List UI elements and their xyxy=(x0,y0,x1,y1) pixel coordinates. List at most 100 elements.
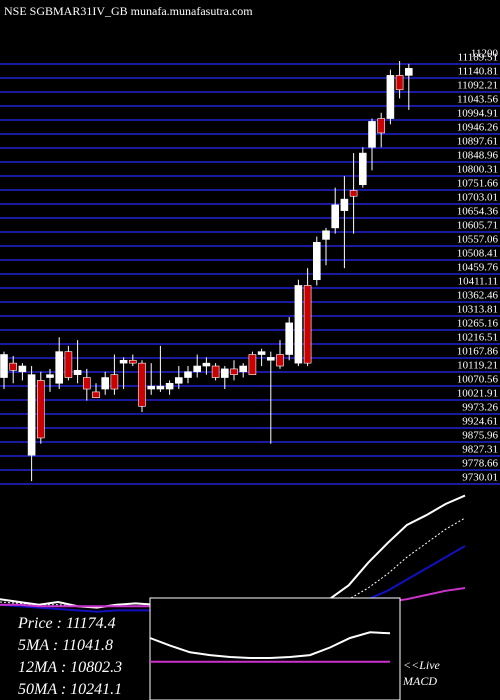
legend-label: 12MA xyxy=(18,659,57,676)
candle-body xyxy=(349,190,358,197)
y-tick-label: 10411.11 xyxy=(458,276,498,288)
legend-separator: : xyxy=(57,659,70,676)
candle-body xyxy=(184,371,192,378)
candle-body xyxy=(285,322,294,355)
indicator-line xyxy=(0,517,466,607)
candle-body xyxy=(395,75,404,91)
y-tick-label: 10557.06 xyxy=(457,234,499,246)
y-tick-label: 10654.36 xyxy=(457,206,499,218)
y-tick-label: 11200 xyxy=(471,48,499,60)
candle-body xyxy=(36,380,45,439)
legend-value: 10802.3 xyxy=(70,659,122,676)
legend-label: Price xyxy=(17,615,53,632)
candle-body xyxy=(9,362,17,371)
page-title: NSE SGBMAR31IV_GB munafa.munafasutra.com xyxy=(4,4,253,18)
y-tick-label: 10265.16 xyxy=(457,318,499,330)
legend-entry: 50MA : 10241.1 xyxy=(18,681,122,698)
y-tick-label: 10362.46 xyxy=(457,290,499,302)
candle-body xyxy=(340,198,349,211)
y-tick-label: 10216.51 xyxy=(457,332,498,344)
candle-body xyxy=(404,68,413,76)
candle-body xyxy=(358,152,367,186)
macd-label: MACD xyxy=(402,674,437,688)
candle-body xyxy=(73,370,82,375)
legend-entry: 12MA : 10802.3 xyxy=(18,659,122,676)
candle-body xyxy=(101,377,109,390)
y-tick-label: 10021.91 xyxy=(457,388,498,400)
y-tick-label: 11140.81 xyxy=(458,66,498,78)
candle-body xyxy=(46,374,54,378)
y-tick-label: 10897.61 xyxy=(457,136,498,148)
candle-body xyxy=(331,204,340,229)
candle-body xyxy=(129,359,137,364)
live-label: <<Live xyxy=(403,658,441,672)
y-tick-label: 10070.56 xyxy=(457,374,499,386)
y-tick-label: 10946.26 xyxy=(457,122,499,134)
candle-body xyxy=(368,121,376,148)
candle-body xyxy=(18,365,27,373)
y-tick-label: 11189.51 xyxy=(458,52,498,64)
candle-body xyxy=(119,359,128,364)
candle-body xyxy=(175,377,183,384)
y-tick-label: 9730.01 xyxy=(462,472,498,484)
legend-separator: : xyxy=(53,615,66,632)
candle-body xyxy=(257,351,266,355)
y-tick-label: 9875.96 xyxy=(462,430,498,442)
candle-body xyxy=(83,377,91,390)
candle-body xyxy=(138,362,146,407)
candle-body xyxy=(110,374,119,390)
y-tick-label: 10994.91 xyxy=(457,108,498,120)
candle-body xyxy=(386,75,395,119)
legend-entry: Price : 11174.4 xyxy=(17,615,116,632)
y-tick-label: 9778.66 xyxy=(462,458,498,470)
candle-body xyxy=(312,241,321,280)
legend-value: 10241.1 xyxy=(70,681,122,698)
macd-box xyxy=(149,597,401,700)
y-tick-label: 11043.56 xyxy=(457,94,498,106)
candle-body xyxy=(193,365,201,373)
candle-body xyxy=(55,351,64,384)
y-tick-label: 9924.61 xyxy=(462,416,498,428)
candle-body xyxy=(0,354,8,378)
candle-body xyxy=(239,365,247,373)
y-tick-label: 10848.96 xyxy=(457,150,499,162)
candle-body xyxy=(322,230,330,240)
legend-label: 5MA xyxy=(18,637,49,654)
candle-body xyxy=(156,385,165,390)
y-tick-label: 10313.81 xyxy=(457,304,498,316)
legend-separator: : xyxy=(57,681,70,698)
candle-body xyxy=(147,385,155,390)
y-tick-label: 10751.66 xyxy=(457,178,499,190)
legend-label: 50MA xyxy=(18,681,57,698)
legend-separator: : xyxy=(49,637,62,654)
y-tick-label: 10508.41 xyxy=(457,248,498,260)
candle-body xyxy=(64,351,73,378)
macd-line xyxy=(149,631,391,659)
legend-value: 11041.8 xyxy=(62,637,113,654)
y-tick-label: 10119.21 xyxy=(457,360,498,372)
indicator-line xyxy=(0,494,466,609)
y-tick-label: 10459.76 xyxy=(457,262,499,274)
candle-body xyxy=(202,362,211,367)
candle-body xyxy=(294,285,303,364)
candle-body xyxy=(27,374,36,456)
y-tick-label: 10605.71 xyxy=(457,220,498,232)
candle-body xyxy=(276,354,284,367)
y-tick-label: 10703.01 xyxy=(457,192,498,204)
candle-body xyxy=(377,118,386,134)
y-tick-label: 10800.31 xyxy=(457,164,498,176)
y-tick-label: 9827.31 xyxy=(462,444,498,456)
y-tick-label: 10167.86 xyxy=(457,346,499,358)
candle-body xyxy=(230,368,238,375)
candle-body xyxy=(92,391,100,398)
candle-body xyxy=(211,365,220,378)
candle-body xyxy=(221,368,229,378)
candle-body xyxy=(248,354,257,375)
candle-body xyxy=(165,382,174,390)
candle-body xyxy=(266,357,275,361)
y-tick-label: 9973.26 xyxy=(462,402,498,414)
candle-body xyxy=(303,285,312,364)
legend-value: 11174.4 xyxy=(66,615,116,632)
y-tick-label: 11092.21 xyxy=(457,80,498,92)
